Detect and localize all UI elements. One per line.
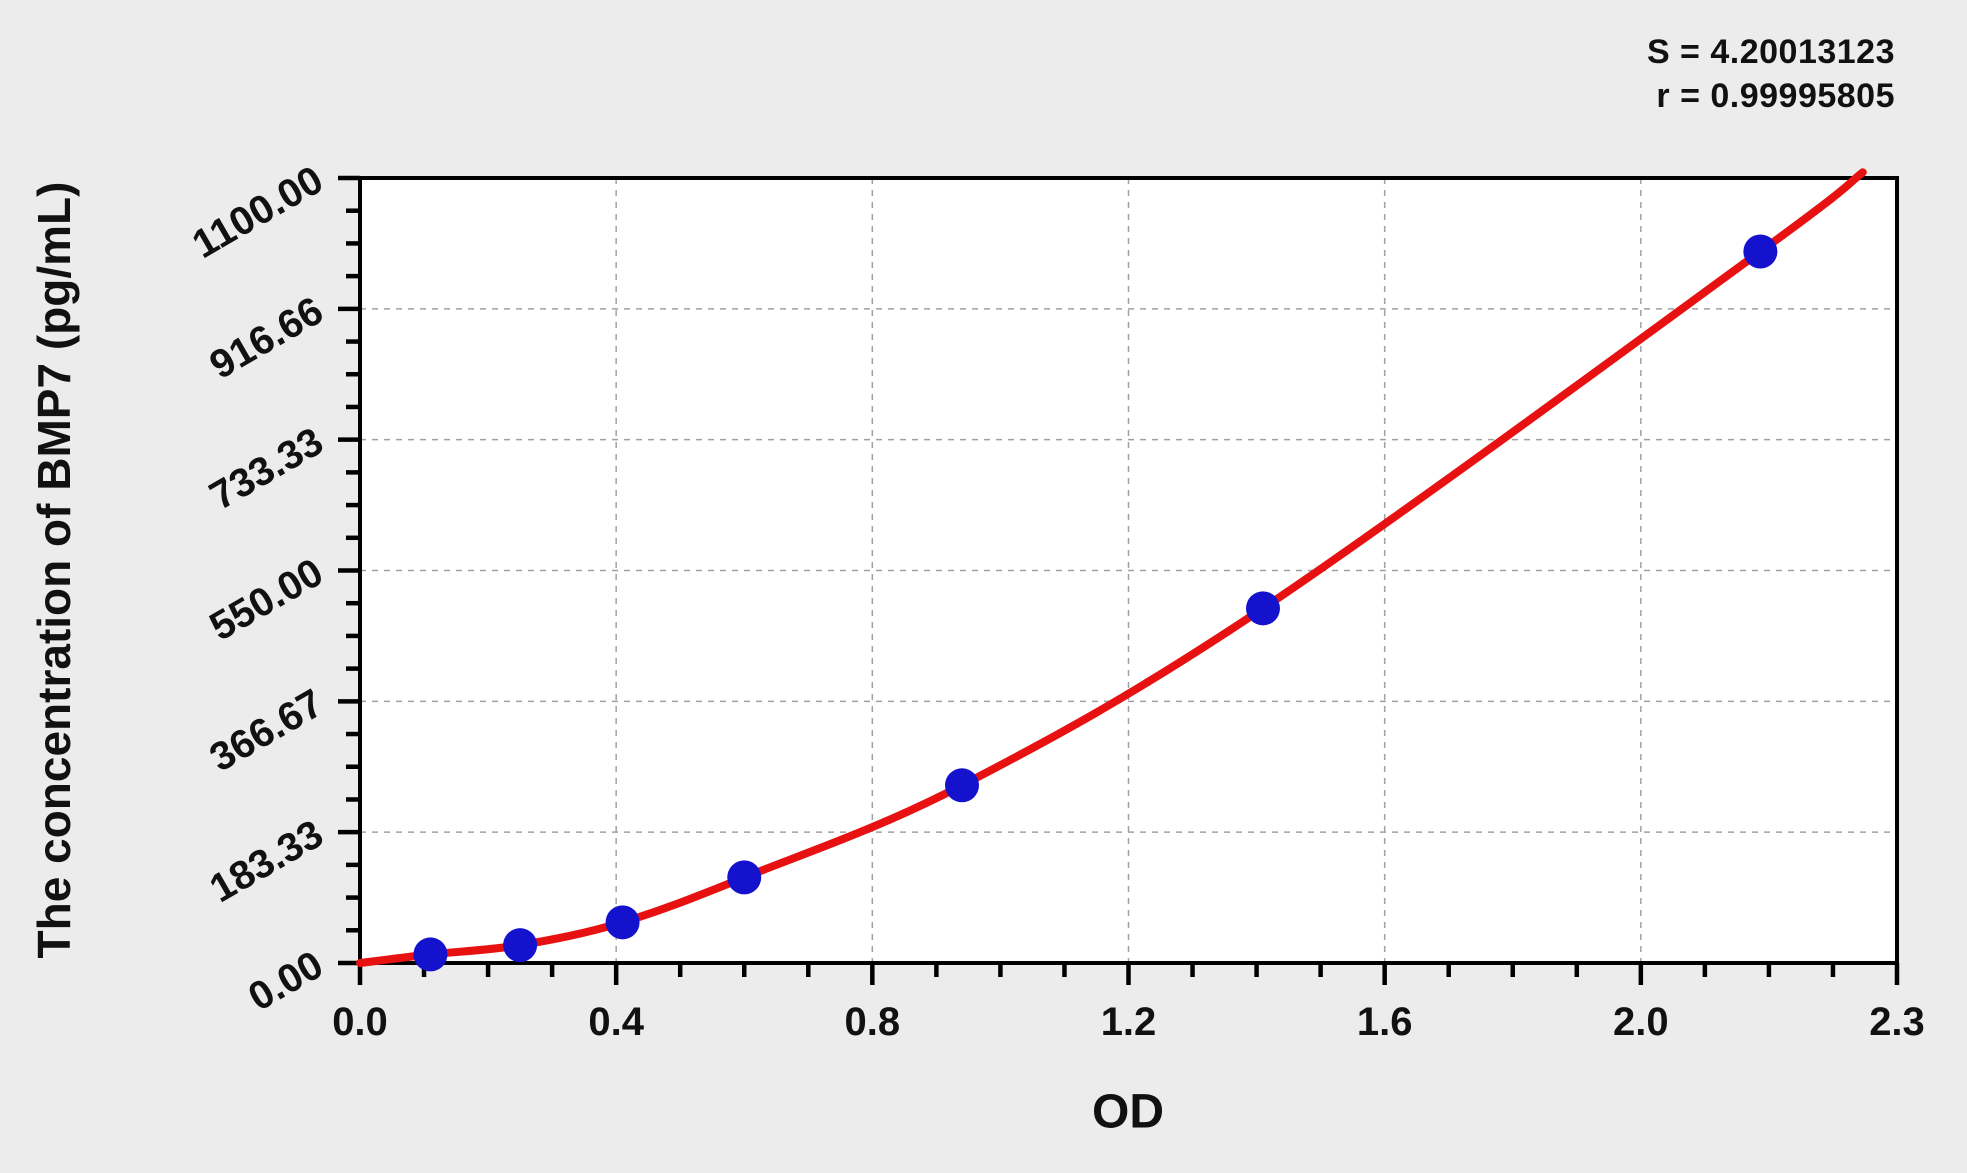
data-point	[503, 928, 538, 963]
fit-stat-s: S = 4.20013123	[1646, 33, 1895, 71]
x-tick-label: 2.0	[1613, 1000, 1669, 1044]
y-tick-label: 550.00	[203, 550, 331, 649]
x-axis-title: OD	[1092, 1085, 1164, 1139]
y-tick-label: 366.67	[203, 681, 331, 780]
data-point	[727, 860, 762, 895]
y-tick-label: 916.66	[203, 289, 331, 388]
x-tick-label: 1.2	[1101, 1000, 1157, 1044]
x-tick-label: 0.8	[845, 1000, 901, 1044]
plot-frame	[358, 176, 1899, 965]
data-point	[413, 937, 448, 972]
y-tick-label: 733.33	[203, 419, 331, 518]
data-point	[605, 905, 640, 940]
y-tick-label: 0.00	[241, 943, 330, 1020]
x-tick-label: 0.4	[588, 1000, 644, 1044]
y-tick-label: 1100.00	[185, 158, 330, 267]
y-axis-title: The concentration of BMP7 (pg/mL)	[28, 181, 80, 959]
fit-statistics: S = 4.20013123 r = 0.99995805	[1647, 30, 1895, 118]
data-point	[1743, 234, 1778, 269]
y-tick-label: 183.33	[203, 812, 331, 911]
x-tick-label: 0.0	[332, 1000, 388, 1044]
fit-stat-r: r = 0.99995805	[1656, 77, 1895, 115]
x-tick-label: 1.6	[1357, 1000, 1413, 1044]
x-tick-label: 2.3	[1869, 1000, 1925, 1044]
data-point	[1245, 591, 1280, 626]
data-point	[944, 768, 979, 803]
